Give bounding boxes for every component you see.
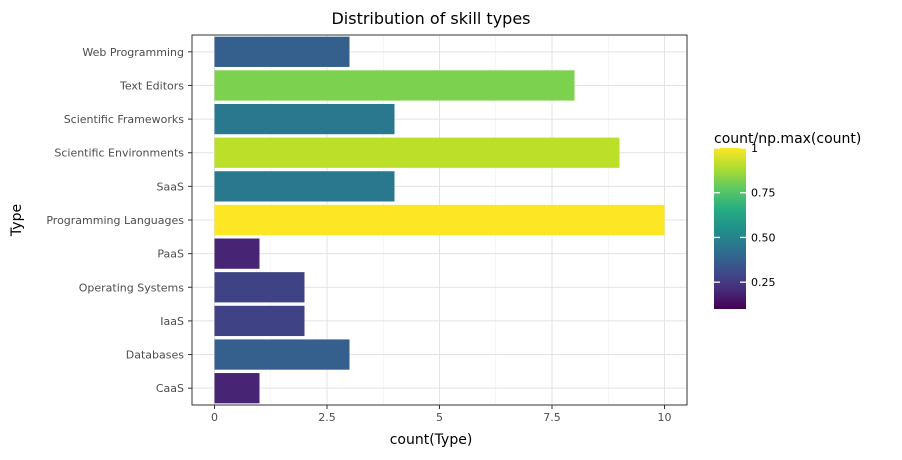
chart-title: Distribution of skill types xyxy=(331,9,530,28)
bar xyxy=(214,36,350,67)
y-tick-label: Web Programming xyxy=(82,46,184,59)
y-tick-label: Text Editors xyxy=(119,79,184,92)
legend-title: count/np.max(count) xyxy=(714,131,861,147)
bar xyxy=(214,339,350,370)
colorbar-ticks: 0.25 0.50 0.75 1 xyxy=(714,142,776,289)
colorbar-tick-label: 1 xyxy=(751,142,758,155)
y-tick-label: IaaS xyxy=(160,315,184,328)
y-tick-label: Operating Systems xyxy=(79,281,185,294)
x-axis: 0 2.5 5 7.5 10 xyxy=(211,405,672,424)
bar xyxy=(214,171,395,202)
colorbar-tick-label: 0.75 xyxy=(751,187,776,200)
y-tick-label: CaaS xyxy=(156,382,184,395)
colorbar xyxy=(714,148,746,309)
y-tick-label: Scientific Environments xyxy=(54,147,184,160)
bar xyxy=(214,305,305,337)
bars xyxy=(214,36,665,404)
bar xyxy=(214,373,260,404)
colorbar-tick-label: 0.50 xyxy=(751,231,776,244)
y-axis: Web Programming Text Editors Scientific Fr… xyxy=(46,46,192,395)
x-tick-label: 2.5 xyxy=(318,411,336,424)
x-tick-label: 10 xyxy=(658,411,672,424)
colorbar-legend: count/np.max(count) 0.25 0.50 0.75 1 xyxy=(714,131,861,309)
bar xyxy=(214,103,395,135)
bar xyxy=(214,238,260,269)
bar xyxy=(214,204,665,236)
bar xyxy=(214,272,305,303)
y-tick-label: SaaS xyxy=(157,180,184,193)
x-tick-label: 5 xyxy=(436,411,443,424)
x-tick-label: 0 xyxy=(211,411,218,424)
y-tick-label: Databases xyxy=(126,349,184,362)
y-tick-label: Programming Languages xyxy=(46,214,184,227)
y-axis-title: Type xyxy=(9,204,25,237)
y-tick-label: PaaS xyxy=(157,248,184,261)
x-tick-label: 7.5 xyxy=(543,411,561,424)
bar xyxy=(214,137,620,168)
y-tick-label: Scientific Frameworks xyxy=(64,113,185,126)
colorbar-tick-label: 0.25 xyxy=(751,276,776,289)
x-axis-title: count(Type) xyxy=(390,432,473,448)
bar xyxy=(214,70,575,101)
